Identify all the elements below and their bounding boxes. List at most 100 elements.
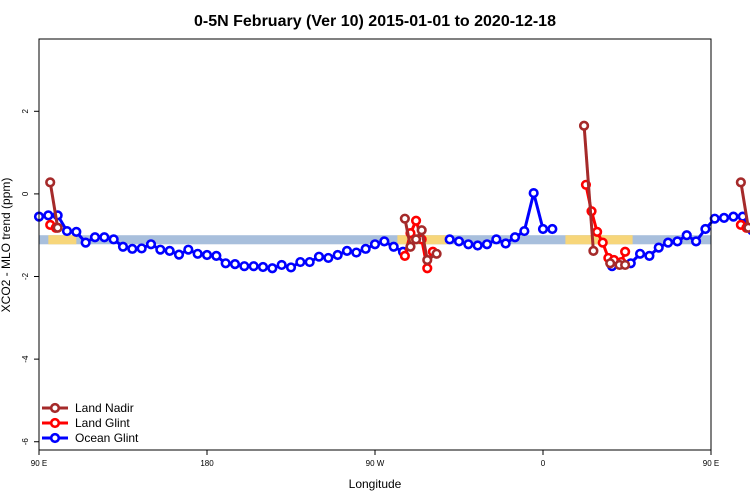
ocean-glint-point xyxy=(71,226,82,238)
ocean-glint-point xyxy=(323,252,334,264)
ocean-glint-point xyxy=(211,250,222,261)
ocean-glint-point xyxy=(360,243,371,254)
y-tick-label: 2 xyxy=(21,109,30,114)
land-nadir-point xyxy=(735,177,746,188)
ocean-glint-point xyxy=(709,213,720,224)
ocean-glint-point xyxy=(80,237,91,248)
land-glint-point xyxy=(399,250,410,261)
series-land-glint xyxy=(45,179,750,274)
land-nadir-point xyxy=(405,241,416,252)
legend-label: Land Glint xyxy=(75,416,130,430)
land-glint-point xyxy=(597,237,608,248)
legend-item-land-glint: Land Glint xyxy=(42,416,130,430)
ocean-glint-point xyxy=(700,223,711,235)
land-nadir-point xyxy=(605,258,616,269)
legend-swatch-marker xyxy=(49,432,61,444)
ocean-glint-point xyxy=(718,212,730,223)
land-nadir-point xyxy=(410,234,422,245)
ocean-glint-point xyxy=(341,245,353,257)
ocean-glint-point xyxy=(369,239,381,250)
ocean-glint-point xyxy=(117,241,129,252)
ocean-glint-point xyxy=(653,242,664,253)
land-glint-point xyxy=(592,226,603,238)
ocean-glint-point xyxy=(192,248,203,259)
ocean-glint-point xyxy=(644,250,655,261)
series-ocean-glint xyxy=(33,187,750,274)
ocean-glint-point xyxy=(276,259,287,271)
series-land-nadir xyxy=(45,120,750,271)
ocean-glint-point xyxy=(248,261,259,272)
ocean-glint-point xyxy=(519,225,530,237)
ocean-glint-point xyxy=(220,258,231,269)
ocean-glint-point xyxy=(728,211,739,222)
land-nadir-point xyxy=(743,222,750,233)
ocean-glint-point xyxy=(295,256,306,268)
x-tick-label: 90 E xyxy=(31,459,47,468)
land-segment-0 xyxy=(48,235,77,245)
ocean-glint-point xyxy=(662,237,674,248)
ocean-glint-point xyxy=(267,263,278,274)
legend-swatch-marker xyxy=(49,417,61,429)
ocean-glint-point xyxy=(304,256,315,268)
y-tick-label: -2 xyxy=(21,272,30,280)
x-tick-label: 90 W xyxy=(366,459,385,468)
y-tick-label: 0 xyxy=(21,191,30,196)
legend-label: Ocean Glint xyxy=(75,431,139,445)
land-nadir-point xyxy=(52,222,63,233)
ocean-glint-point xyxy=(99,232,110,243)
ocean-glint-point xyxy=(164,245,175,257)
ocean-glint-point xyxy=(379,236,390,247)
land-nadir-point xyxy=(620,259,631,271)
land-nadir-point xyxy=(422,254,433,266)
ocean-glint-point xyxy=(155,244,166,255)
legend-swatch-marker xyxy=(49,402,61,414)
ocean-glint-point xyxy=(351,247,362,258)
ocean-glint-point xyxy=(491,234,502,245)
ocean-glint-point xyxy=(500,238,511,249)
land-nadir-point xyxy=(431,248,442,259)
x-tick-label: 180 xyxy=(200,459,214,468)
x-tick-label: 90 E xyxy=(703,459,719,468)
land-nadir-point xyxy=(416,225,427,236)
ocean-glint-point xyxy=(537,223,549,235)
ocean-glint-point xyxy=(463,239,474,250)
x-axis: 90 E 180 90 W 0 90 E xyxy=(31,450,719,468)
y-axis-label: XCO2 - MLO trend (ppm) xyxy=(0,178,13,313)
y-tick-label: -6 xyxy=(21,438,30,446)
ocean-glint-point xyxy=(444,234,455,245)
ocean-glint-point xyxy=(388,241,399,252)
ocean-glint-point xyxy=(201,249,213,261)
land-nadir-line-2 xyxy=(582,125,595,252)
ocean-glint-point xyxy=(472,240,483,251)
series-layer xyxy=(33,120,750,274)
land-glint-point xyxy=(422,263,433,274)
ocean-glint-point xyxy=(634,248,646,259)
x-tick-label: 0 xyxy=(541,459,546,468)
legend-item-land-nadir: Land Nadir xyxy=(42,401,134,415)
chart-title: 0-5N February (Ver 10) 2015-01-01 to 202… xyxy=(194,13,556,30)
ocean-glint-point xyxy=(89,232,101,243)
ocean-glint-point xyxy=(173,249,185,260)
ocean-glint-line-2 xyxy=(611,215,750,268)
ocean-glint-point xyxy=(229,259,241,270)
ocean-glint-point xyxy=(145,239,157,250)
ocean-glint-point xyxy=(239,261,250,272)
land-nadir-point xyxy=(45,177,56,188)
ocean-glint-point xyxy=(313,251,325,262)
y-axis: 2 0 -2 -4 -6 xyxy=(21,109,39,446)
ocean-glint-point xyxy=(257,261,269,273)
y-tick-label: -4 xyxy=(21,355,30,363)
ocean-glint-point xyxy=(672,236,683,247)
land-nadir-line-0 xyxy=(48,182,60,229)
ocean-glint-point xyxy=(690,236,702,247)
ocean-glint-point xyxy=(183,244,194,255)
land-glint-point xyxy=(410,215,422,226)
land-nadir-point xyxy=(578,120,590,131)
ocean-glint-point xyxy=(285,262,297,273)
ocean-glint-point xyxy=(332,249,343,261)
legend-label: Land Nadir xyxy=(75,401,134,415)
legend-item-ocean-glint: Ocean Glint xyxy=(42,431,139,445)
ocean-glint-point xyxy=(136,243,147,254)
